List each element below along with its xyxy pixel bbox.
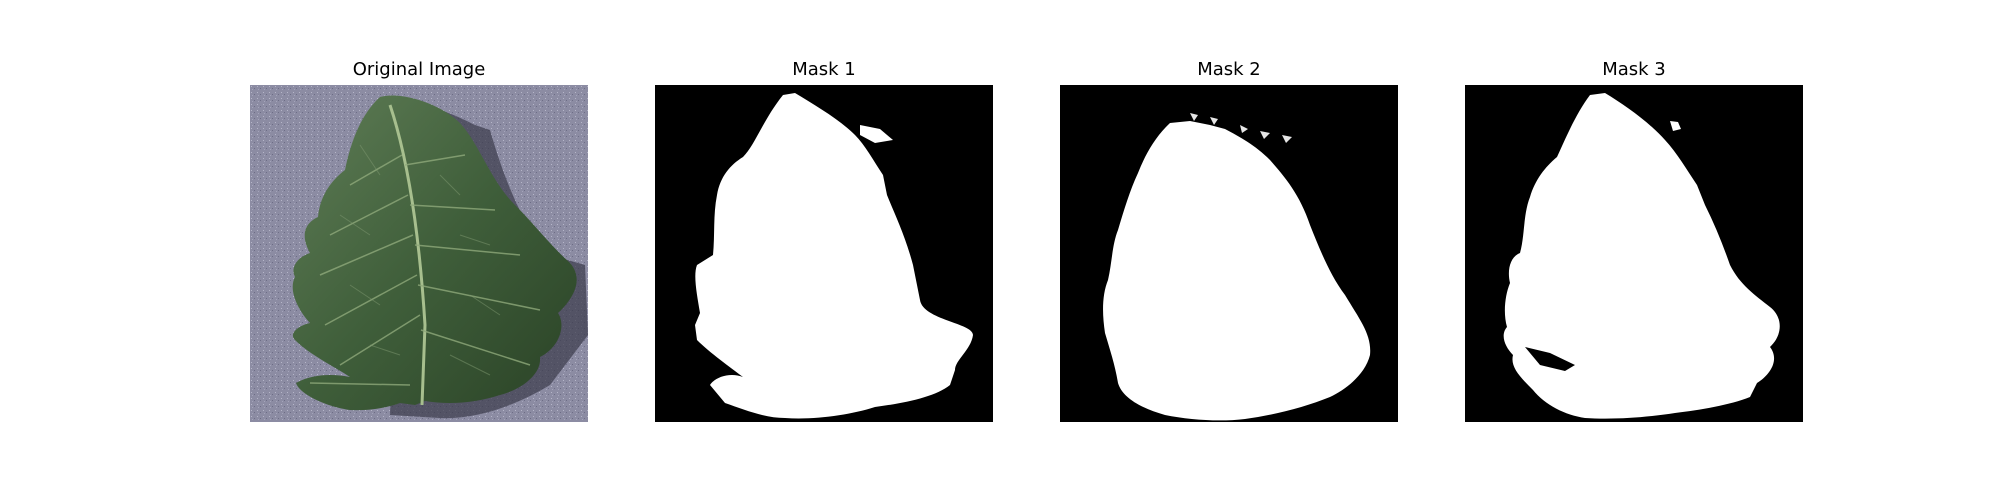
mask-3-panel <box>1465 85 1803 422</box>
mask-1-fragment <box>860 125 893 143</box>
mask-3-lower-lobe <box>1525 347 1575 371</box>
leaf-midrib <box>388 104 427 406</box>
leaf-photo <box>250 85 588 422</box>
mask-3-foreground <box>1503 93 1780 419</box>
mask-2-image <box>1060 85 1398 422</box>
leaf-texture <box>339 144 501 376</box>
mask-1-panel <box>655 85 993 422</box>
mask-3-fragment <box>1670 121 1681 131</box>
panel-title-mask-2: Mask 2 <box>1197 59 1261 80</box>
leaf-veins <box>309 154 541 386</box>
leaf <box>292 95 577 411</box>
panel-title-mask-1: Mask 1 <box>792 59 856 80</box>
mask-2-panel <box>1060 85 1398 422</box>
mask-3-image <box>1465 85 1803 422</box>
mask-2-foreground <box>1103 121 1371 421</box>
original-image-panel <box>250 85 588 422</box>
mask-2-speckles <box>1190 113 1292 143</box>
panel-title-mask-3: Mask 3 <box>1602 59 1666 80</box>
mask-1-image <box>655 85 993 422</box>
mask-1-foreground <box>695 93 973 419</box>
panel-title-original-image: Original Image <box>352 59 486 80</box>
